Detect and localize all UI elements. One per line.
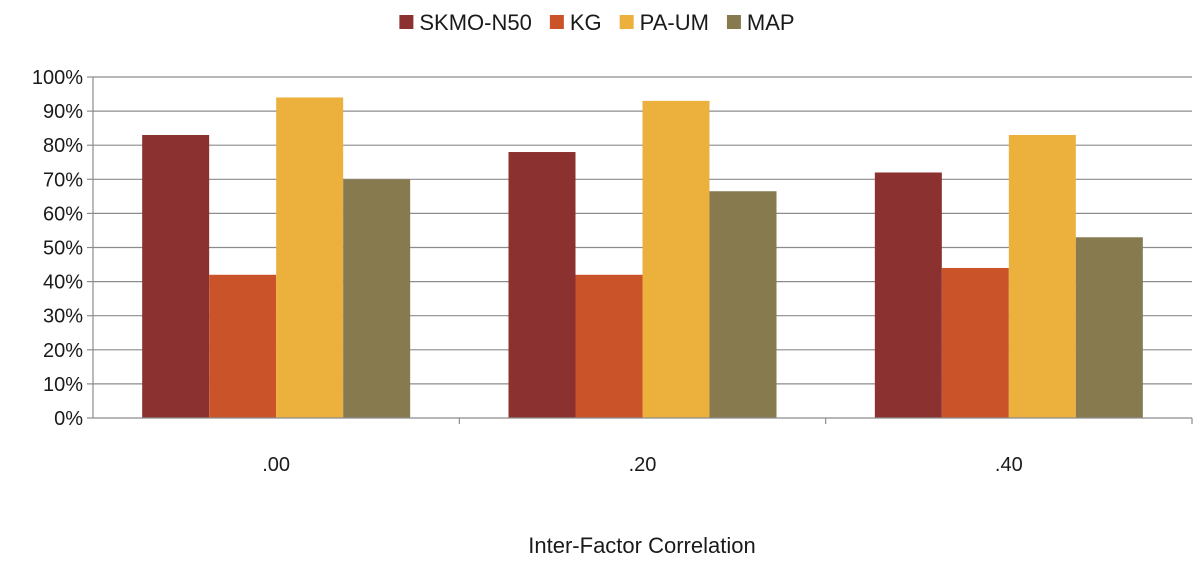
bar-pa-um-2 [1008,134,1076,418]
legend-item: KG [549,10,602,35]
bar-pa-um-1 [642,100,710,419]
y-tick-labels: 0% 10% 20% 30% 40% 50% 60% 70% 80% 90% 100% [32,67,83,430]
bar-skmo-n50-0 [142,134,210,418]
y-tick-label: 100% [32,67,83,89]
legend-label: PA-UM [640,10,709,35]
legend-label: KG [570,10,602,35]
x-tick-labels: .00 .20 .40 [262,454,1022,476]
y-tick-label: 50% [43,238,83,260]
legend-swatch [549,15,564,29]
legend: SKMO-N50 KG PA-UM MAP [399,10,795,35]
bar-map-0 [343,179,411,418]
bar-skmo-n50-2 [874,172,942,418]
legend-swatch [726,15,741,29]
legend-item: SKMO-N50 [399,10,532,35]
x-tick-label: .40 [995,454,1023,476]
y-tick-label: 0% [54,408,83,430]
x-tick-label: .00 [262,454,290,476]
legend-swatch [619,15,634,29]
y-tick-label: 20% [43,340,83,362]
y-tick-label: 70% [43,169,83,191]
bar-kg-0 [209,274,277,418]
x-axis-label: Inter-Factor Correlation [528,533,755,557]
legend-item: PA-UM [619,10,709,35]
legend-item: MAP [726,10,795,35]
bar-map-1 [709,191,777,418]
axes [87,76,1193,424]
y-tick-label: 90% [43,101,83,123]
y-tick-label: 10% [43,374,83,396]
y-tick-label: 40% [43,272,83,294]
bars [142,97,1143,419]
y-tick-label: 60% [43,203,83,225]
legend-swatch [399,15,414,29]
bar-kg-1 [575,274,643,418]
bar-pa-um-0 [276,97,344,419]
legend-label: SKMO-N50 [419,10,531,35]
x-tick-label: .20 [629,454,657,476]
bar-skmo-n50-1 [508,152,576,418]
bar-kg-2 [941,267,1009,418]
legend-label: MAP [747,10,795,35]
bar-map-2 [1075,237,1143,418]
y-tick-label: 80% [43,135,83,157]
y-tick-label: 30% [43,306,83,328]
